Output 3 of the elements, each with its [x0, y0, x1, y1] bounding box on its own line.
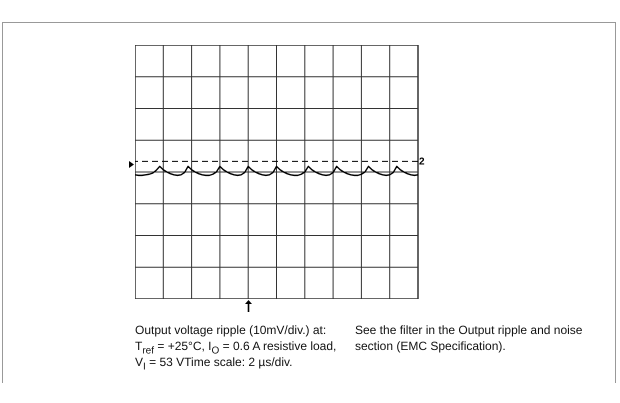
text: See the filter in the Output ripple and noise section (EMC Specification). [355, 322, 584, 354]
ref-line-label: 2 [419, 156, 425, 168]
text: Output voltage ripple (10mV/div.) at: T$_{ref}$ = +25°C, I$_{O}$ = 0.6 A resistive load, V$_{I}$ = 53 VTime scale: 2 µs/div. [135, 323, 336, 372]
